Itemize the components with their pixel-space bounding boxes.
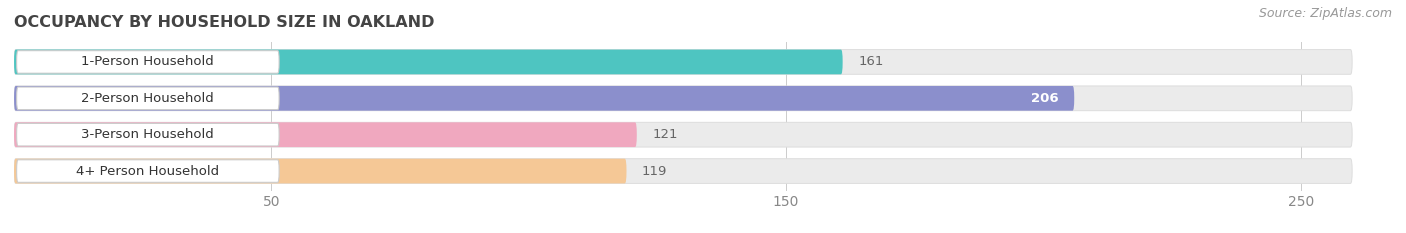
FancyBboxPatch shape: [14, 122, 1353, 147]
FancyBboxPatch shape: [17, 123, 280, 146]
Text: 2-Person Household: 2-Person Household: [82, 92, 214, 105]
FancyBboxPatch shape: [17, 87, 280, 110]
FancyBboxPatch shape: [14, 50, 842, 74]
Text: 161: 161: [858, 55, 883, 69]
Text: OCCUPANCY BY HOUSEHOLD SIZE IN OAKLAND: OCCUPANCY BY HOUSEHOLD SIZE IN OAKLAND: [14, 15, 434, 30]
Text: 121: 121: [652, 128, 678, 141]
FancyBboxPatch shape: [14, 159, 1353, 183]
Text: 3-Person Household: 3-Person Household: [82, 128, 214, 141]
FancyBboxPatch shape: [14, 50, 1353, 74]
FancyBboxPatch shape: [14, 159, 627, 183]
FancyBboxPatch shape: [17, 51, 280, 73]
FancyBboxPatch shape: [14, 86, 1353, 111]
Text: Source: ZipAtlas.com: Source: ZipAtlas.com: [1258, 7, 1392, 20]
Text: 1-Person Household: 1-Person Household: [82, 55, 214, 69]
FancyBboxPatch shape: [17, 160, 280, 182]
Text: 4+ Person Household: 4+ Person Household: [76, 164, 219, 178]
Text: 206: 206: [1031, 92, 1059, 105]
Text: 119: 119: [643, 164, 668, 178]
FancyBboxPatch shape: [14, 122, 637, 147]
FancyBboxPatch shape: [14, 86, 1074, 111]
